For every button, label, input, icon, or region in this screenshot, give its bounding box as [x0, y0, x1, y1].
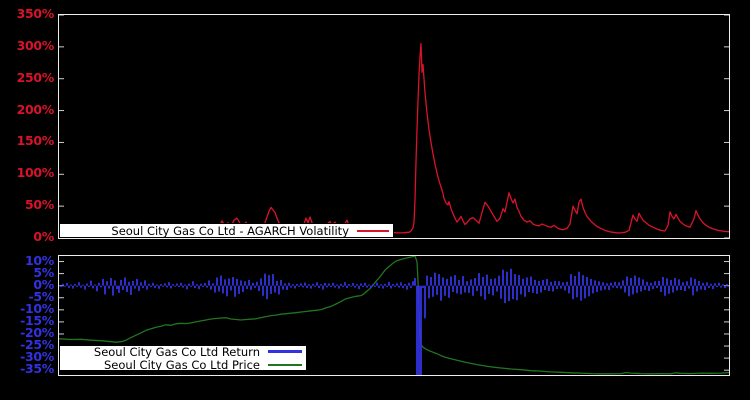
y-tick-label: 50%	[24, 197, 54, 213]
y-tick-label: -25%	[20, 337, 54, 353]
return-legend-row: Seoul City Gas Co Ltd Return	[60, 344, 306, 359]
y-tick-label: -35%	[20, 361, 54, 377]
volatility-plot-svg	[59, 15, 729, 238]
y-tick-label: -15%	[20, 312, 54, 328]
volatility-line-sample-icon	[357, 229, 389, 232]
volatility-legend-row: Seoul City Gas Co Ltd - AGARCH Volatilit…	[60, 223, 393, 238]
y-tick-label: 10%	[24, 252, 54, 268]
y-tick-label: 0%	[33, 276, 54, 292]
y-tick-label: 250%	[16, 69, 55, 85]
y-tick-label: 5%	[33, 264, 54, 280]
volatility-plot-area	[58, 14, 730, 239]
y-tick-label: -10%	[20, 300, 54, 316]
price-legend-row: Seoul City Gas Co Ltd Price	[60, 357, 306, 372]
return-price-plot-svg	[59, 256, 729, 375]
y-tick-label: 200%	[16, 101, 55, 117]
volatility-legend-label: Seoul City Gas Co Ltd - AGARCH Volatilit…	[111, 223, 349, 238]
y-tick-label: 300%	[16, 37, 55, 53]
volatility-legend: Seoul City Gas Co Ltd - AGARCH Volatilit…	[59, 223, 394, 238]
y-tick-label: 0%	[33, 229, 54, 244]
return-price-legend: Seoul City Gas Co Ltd Return Seoul City …	[59, 344, 307, 372]
y-tick-label: -30%	[20, 349, 54, 365]
return-legend-label: Seoul City Gas Co Ltd Return	[93, 344, 260, 359]
y-tick-label: -20%	[20, 324, 54, 340]
y-tick-label: -5%	[28, 288, 54, 304]
price-legend-label: Seoul City Gas Co Ltd Price	[104, 357, 260, 372]
y-tick-label: 150%	[16, 133, 55, 149]
return-line-sample-icon	[268, 350, 302, 353]
price-line-sample-icon	[268, 363, 302, 366]
y-tick-label: 350%	[16, 6, 55, 21]
y-tick-label: 100%	[16, 165, 55, 181]
